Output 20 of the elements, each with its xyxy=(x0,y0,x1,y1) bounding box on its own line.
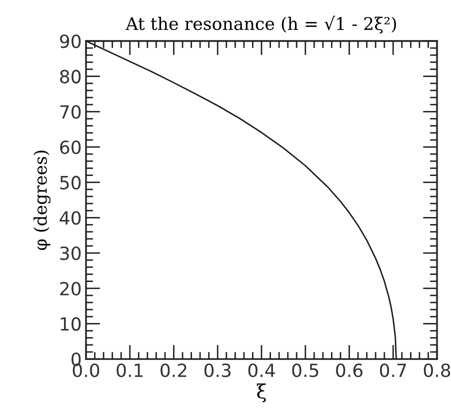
x-tick-label: 0.4 xyxy=(248,364,275,378)
x-tick-label: 0.7 xyxy=(380,364,406,378)
y-tick-label: 70 xyxy=(60,105,81,119)
y-tick-label: 50 xyxy=(60,176,81,190)
y-tick-label: 20 xyxy=(60,282,81,296)
x-axis-title: ξ xyxy=(256,383,266,402)
y-tick-label: 10 xyxy=(60,317,81,331)
x-tick-label: 0.8 xyxy=(424,364,450,378)
x-tick-label: 0.3 xyxy=(204,364,231,378)
x-tick-label: 0.6 xyxy=(336,364,362,378)
y-axis-title: φ (degrees) xyxy=(33,150,51,250)
y-tick-label: 80 xyxy=(60,70,81,84)
x-tick-label: 0.2 xyxy=(160,364,186,378)
y-tick-label: 30 xyxy=(60,246,81,260)
y-tick-label: 40 xyxy=(60,211,81,225)
chart-title: At the resonance (h = √1 - 2ξ²) xyxy=(126,16,396,34)
x-tick-label: 0.1 xyxy=(116,364,143,378)
x-tick-label: 0.5 xyxy=(292,364,318,378)
y-tick-label: 90 xyxy=(60,34,81,48)
y-tick-label: 60 xyxy=(60,140,81,154)
